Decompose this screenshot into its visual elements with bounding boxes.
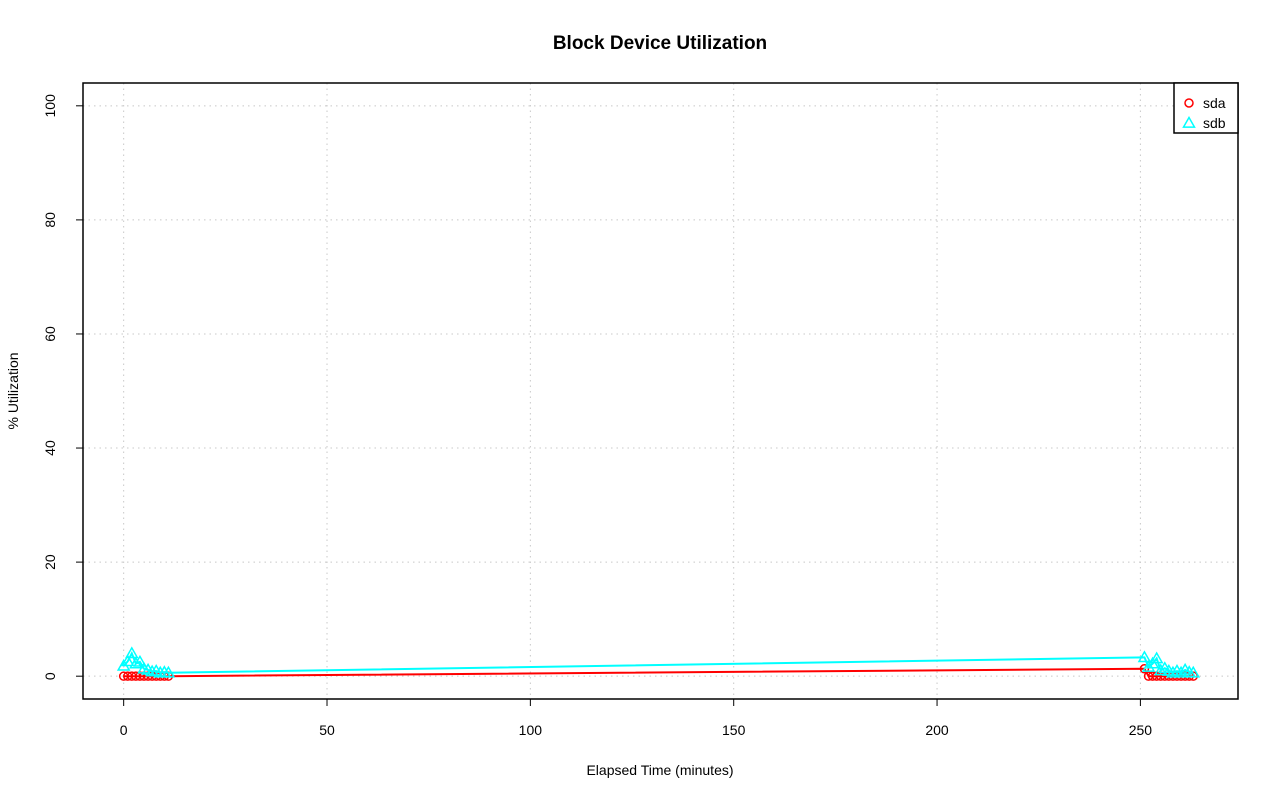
series-layer <box>116 646 1201 681</box>
x-axis-title: Elapsed Time (minutes) <box>586 762 733 778</box>
legend-marker-sdb <box>1182 115 1196 128</box>
x-axis: 0 50 100 150 200 250 <box>120 699 1153 738</box>
y-tick-label: 0 <box>42 672 58 680</box>
data-point-sdb <box>1153 663 1168 676</box>
chart-title: Block Device Utilization <box>553 33 767 54</box>
data-point-sdb <box>1174 665 1188 678</box>
data-point-sdb <box>1186 665 1201 678</box>
x-tick-label: 50 <box>319 722 335 738</box>
data-point-sdb <box>1149 651 1164 664</box>
y-tick-label: 80 <box>42 212 58 228</box>
series-sdb <box>116 646 1201 678</box>
plot-frame <box>82 82 1239 700</box>
grid <box>83 83 1238 699</box>
data-point-sdb <box>1137 650 1152 663</box>
data-point-sdb <box>120 654 135 667</box>
series-sda <box>118 664 1199 681</box>
legend-item-sdb: sdb <box>1182 115 1226 131</box>
legend-marker-sda <box>1184 98 1194 108</box>
data-point-sdb <box>133 654 147 667</box>
series-line-sdb <box>122 650 1194 674</box>
y-tick-label: 40 <box>42 440 58 456</box>
x-tick-label: 100 <box>519 722 543 738</box>
y-axis-title: % Utilization <box>5 352 21 429</box>
data-point-sdb <box>1166 665 1180 678</box>
data-point-sda <box>1139 664 1150 674</box>
legend-label-sda: sda <box>1203 95 1226 111</box>
x-tick-label: 200 <box>925 722 949 738</box>
data-point-sdb <box>125 646 139 659</box>
legend-box <box>1173 82 1239 134</box>
legend-label-sdb: sdb <box>1203 115 1226 131</box>
series-line-sda <box>123 667 1194 678</box>
x-tick-label: 250 <box>1129 722 1153 738</box>
data-point-sdb <box>1141 660 1156 672</box>
data-point-sdb <box>129 656 143 669</box>
y-tick-label: 100 <box>42 94 58 118</box>
y-tick-label: 20 <box>42 554 58 570</box>
legend-item-sda: sda <box>1184 95 1226 111</box>
data-point-sdb <box>161 665 176 678</box>
x-tick-label: 0 <box>120 722 128 738</box>
x-tick-label: 150 <box>722 722 746 738</box>
legend: sda sdb <box>1173 82 1239 134</box>
y-tick-label: 60 <box>42 326 58 342</box>
y-axis: 0 20 40 60 80 100 <box>42 94 83 680</box>
